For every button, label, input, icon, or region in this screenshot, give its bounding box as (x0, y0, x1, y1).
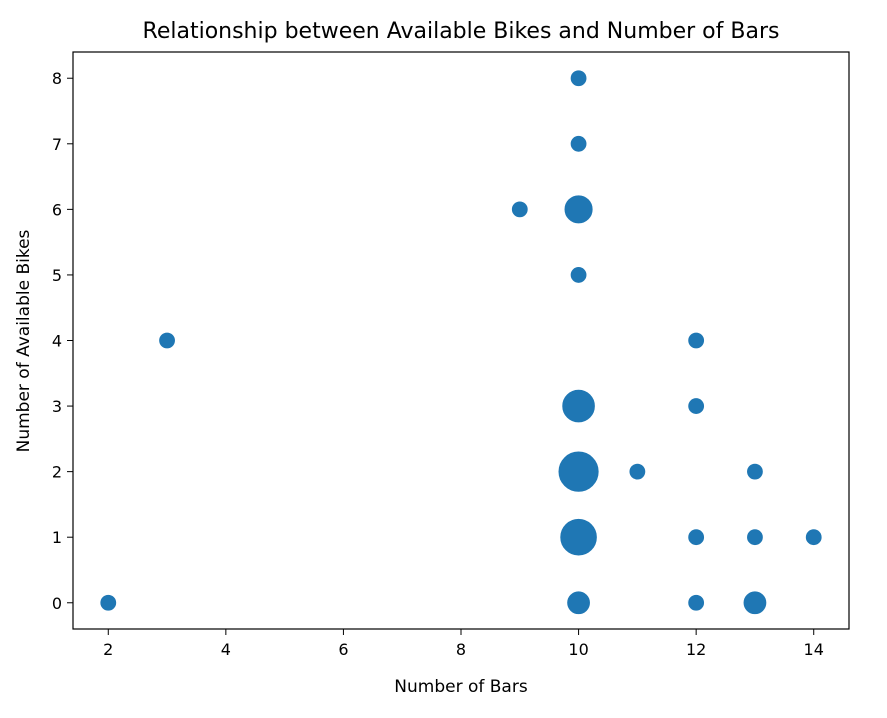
scatter-point (510, 200, 529, 219)
scatter-point (569, 134, 588, 153)
x-axis: 2 4 6 8 10 12 14 (103, 629, 824, 659)
scatter-point (569, 266, 588, 284)
x-tick-label: 6 (338, 640, 348, 659)
y-tick-label: 0 (52, 594, 62, 613)
scatter-point (746, 528, 764, 547)
y-tick-label: 1 (52, 528, 62, 547)
y-axis: 0 1 2 3 4 5 6 7 8 (52, 69, 73, 613)
y-tick-label: 6 (52, 200, 62, 219)
x-tick-label: 14 (804, 640, 824, 659)
scatter-point (804, 528, 823, 547)
scatter-point (628, 462, 647, 481)
x-tick-label: 2 (103, 640, 113, 659)
y-tick-label: 2 (52, 463, 62, 482)
scatter-point (746, 462, 764, 481)
scatter-point (561, 388, 596, 424)
x-tick-label: 4 (221, 640, 231, 659)
scatter-point (687, 593, 706, 612)
scatter-point (566, 590, 591, 616)
y-tick-label: 3 (52, 397, 62, 416)
scatter-point (742, 590, 768, 616)
y-tick-label: 7 (52, 135, 62, 154)
x-axis-label: Number of Bars (394, 677, 528, 697)
scatter-point (99, 593, 118, 612)
scatter-point (687, 331, 706, 350)
scatter-point (569, 69, 588, 88)
y-tick-label: 5 (52, 266, 62, 285)
y-tick-label: 8 (52, 69, 62, 88)
scatter-point (158, 331, 176, 350)
scatter-point (687, 528, 706, 547)
scatter-point (687, 397, 706, 415)
scatter-point (557, 450, 600, 493)
y-axis-label: Number of Available Bikes (14, 229, 34, 452)
x-tick-label: 8 (456, 640, 466, 659)
plot-frame (72, 51, 850, 630)
x-tick-label: 10 (568, 640, 588, 659)
scatter-point (563, 194, 594, 225)
chart-title: Relationship between Available Bikes and… (143, 19, 780, 44)
points-layer (99, 69, 823, 616)
scatter-point (559, 517, 598, 557)
x-tick-label: 12 (686, 640, 706, 659)
y-tick-label: 4 (52, 332, 62, 351)
